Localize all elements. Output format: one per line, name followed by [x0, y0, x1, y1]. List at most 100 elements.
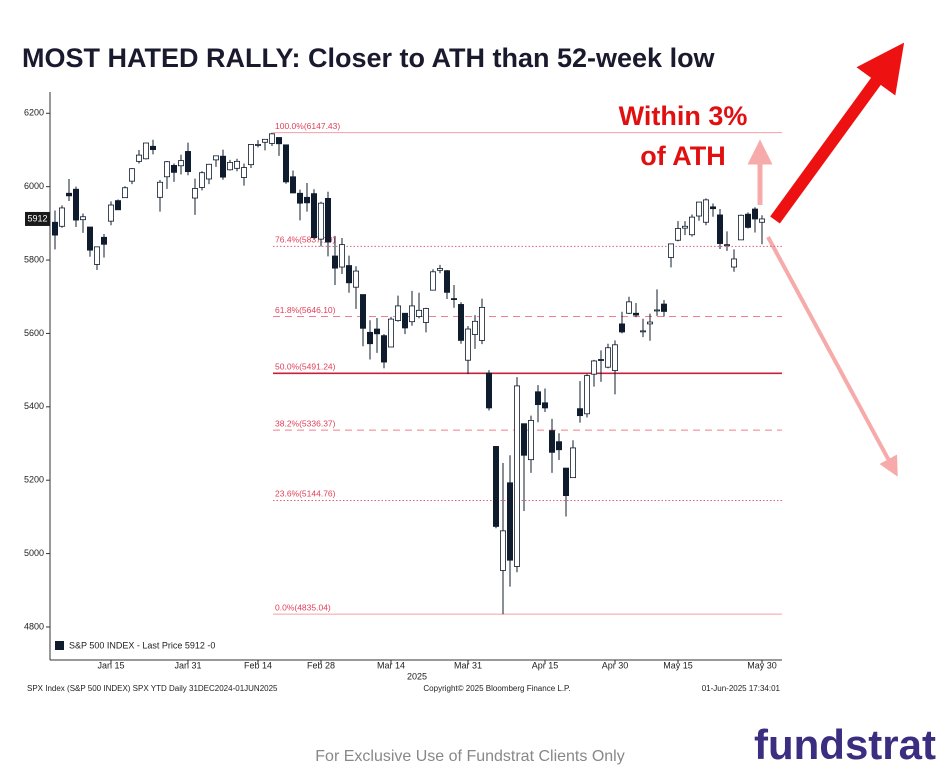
- candle-body: [696, 201, 703, 217]
- candle-body: [233, 160, 240, 169]
- candle-body: [212, 155, 219, 161]
- candle-body: [338, 244, 345, 268]
- x-tick-label: Jan 15: [97, 660, 124, 670]
- candle-body: [275, 137, 282, 145]
- bull-arrow: [770, 42, 905, 224]
- y-tick-label: 5400: [24, 401, 44, 411]
- candle-body: [668, 243, 675, 258]
- annotation: Within 3%: [619, 101, 748, 131]
- candle-body: [436, 268, 443, 271]
- candle-body: [226, 162, 233, 171]
- y-tick-label: 4800: [24, 621, 44, 631]
- candle-body: [52, 221, 59, 236]
- candle-body: [675, 228, 682, 241]
- candle-body: [247, 144, 254, 166]
- y-tick-label: 6000: [24, 181, 44, 191]
- annotation: of ATH: [640, 141, 725, 171]
- candle-body: [591, 360, 598, 375]
- candle-body: [429, 271, 436, 291]
- candle-body: [408, 305, 415, 323]
- candle-body: [324, 198, 331, 243]
- x-tick-label: Apr 15: [532, 660, 559, 670]
- last-price-label: 5912: [27, 213, 47, 223]
- candle-body: [682, 225, 689, 229]
- candle-body: [289, 176, 296, 194]
- candle-body: [359, 294, 366, 329]
- candle-body: [514, 385, 521, 567]
- candle-body: [478, 306, 485, 341]
- candle-body: [254, 144, 261, 146]
- candle-body: [647, 321, 654, 325]
- candle-body: [177, 160, 184, 167]
- fib-label: 76.4%(5837.19): [275, 235, 336, 245]
- candle-body: [661, 303, 668, 312]
- candle-body: [443, 270, 450, 293]
- candle-body: [689, 216, 696, 236]
- candle-body: [640, 330, 647, 333]
- candle-body: [80, 216, 87, 221]
- candle-body: [366, 331, 373, 345]
- candle-body: [724, 244, 731, 247]
- candle-body: [703, 199, 710, 223]
- candle-body: [542, 402, 549, 409]
- candle-body: [731, 258, 738, 268]
- candle-body: [128, 168, 135, 182]
- x-tick-label: Apr 30: [602, 660, 629, 670]
- fib-label: 0.0%(4835.04): [275, 602, 331, 612]
- candle-body: [156, 181, 163, 198]
- candle-body: [752, 208, 759, 220]
- x-tick-label: May 30: [747, 660, 777, 670]
- candle-body: [108, 204, 115, 222]
- candle-body: [563, 467, 570, 497]
- candle-body: [528, 419, 535, 461]
- fib-label: 23.6%(5144.76): [275, 489, 336, 499]
- candles: [52, 132, 766, 615]
- fib-label: 100.0%(6147.43): [275, 121, 340, 131]
- candle-body: [654, 309, 661, 312]
- candle-body: [191, 188, 198, 199]
- candle-body: [584, 375, 591, 415]
- y-tick-label: 5200: [24, 475, 44, 485]
- candle-body: [87, 226, 94, 251]
- candle-body: [261, 138, 268, 143]
- y-tick-label: 6200: [24, 108, 44, 118]
- candle-body: [380, 335, 387, 363]
- candle-body: [499, 530, 506, 571]
- candle-body: [387, 318, 394, 348]
- candle-body: [450, 298, 457, 300]
- candle-body: [115, 200, 122, 211]
- candle-body: [457, 304, 464, 341]
- fib-label: 50.0%(5491.24): [275, 362, 336, 372]
- candle-body: [198, 172, 205, 188]
- y-tick-label: 5000: [24, 548, 44, 558]
- y-tick-label: 5800: [24, 254, 44, 264]
- brand-logo: fundstrat: [754, 721, 936, 768]
- candle-body: [759, 218, 766, 223]
- footer-right: 01-Jun-2025 17:34:01: [702, 684, 781, 693]
- x-tick-label: Feb 28: [307, 660, 335, 670]
- bear-arrow: [766, 236, 898, 477]
- chart-title: MOST HATED RALLY: Closer to ATH than 52-…: [22, 43, 716, 73]
- candle-body: [317, 202, 324, 240]
- fib-label: 38.2%(5336.37): [275, 418, 336, 428]
- candle-body: [219, 155, 226, 178]
- candle-body: [577, 408, 584, 417]
- y-tick-label: 5600: [24, 328, 44, 338]
- last-price-box: [25, 211, 50, 226]
- candle-body: [535, 391, 542, 406]
- x-tick-label: Jan 31: [174, 660, 201, 670]
- candle-body: [142, 142, 149, 160]
- candle-body: [394, 305, 401, 321]
- plot-area: [49, 92, 782, 661]
- candle-body: [570, 447, 577, 479]
- x-tick-label: Feb 14: [244, 660, 272, 670]
- candle-body: [710, 206, 717, 210]
- x-year-label: 2025: [407, 671, 427, 681]
- x-tick-label: May 15: [663, 660, 693, 670]
- candle-body: [282, 144, 289, 183]
- candle-body: [101, 236, 108, 245]
- candle-body: [633, 312, 640, 316]
- legend-label: S&P 500 INDEX - Last Price 5912 -0: [69, 640, 215, 650]
- candle-body: [303, 196, 310, 204]
- candle-body: [135, 154, 142, 162]
